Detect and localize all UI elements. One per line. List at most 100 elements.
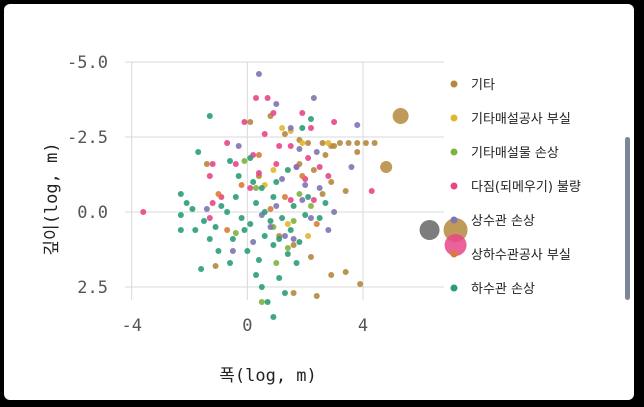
data-point [310, 95, 317, 101]
data-point [270, 314, 277, 320]
data-point [316, 215, 323, 221]
legend-item[interactable]: 상하수관공사 부실 [471, 248, 571, 263]
data-point [224, 227, 231, 233]
data-point [290, 203, 297, 209]
data-point [313, 149, 320, 155]
data-point [313, 293, 320, 299]
data-point [270, 110, 277, 116]
x-axis-label: 폭(log, m) [219, 366, 317, 386]
series-5 [215, 152, 320, 233]
data-point [299, 125, 306, 131]
data-point [247, 155, 254, 161]
data-point [203, 161, 210, 167]
data-point [305, 140, 312, 146]
data-point [270, 167, 277, 173]
data-point [287, 227, 294, 233]
data-point [319, 191, 326, 197]
data-point [287, 197, 294, 203]
data-point [281, 233, 288, 239]
data-point [299, 110, 306, 116]
data-point [212, 263, 219, 269]
data-point [177, 191, 184, 197]
legend-marker [450, 250, 458, 258]
scatter-chart: -4 0 4-5.0-2.50.02.5 폭(log, m) 깊이(log, m) … [42, 53, 581, 386]
data-point [284, 245, 291, 251]
data-point [209, 161, 216, 167]
data-point [273, 161, 280, 167]
data-point [342, 269, 349, 275]
legend-item[interactable]: 상수관 손상 [471, 214, 535, 229]
data-point [212, 224, 219, 230]
data-point [307, 203, 314, 209]
data-point [284, 167, 291, 173]
data-point [253, 272, 260, 278]
data-point [276, 236, 283, 242]
data-point [371, 140, 378, 146]
data-point [279, 125, 286, 131]
data-point [270, 242, 277, 248]
data-point [241, 119, 248, 125]
data-point [293, 164, 300, 170]
data-point [235, 173, 242, 179]
legend-item[interactable]: 다짐(되메우기) 불량 [471, 180, 581, 195]
data-point [299, 197, 306, 203]
legend-item[interactable]: 기타매설공사 부실 [471, 112, 571, 127]
data-point [316, 185, 323, 191]
data-point [357, 281, 364, 287]
data-point [307, 125, 314, 131]
data-point [229, 236, 236, 242]
data-point [209, 200, 216, 206]
data-point [345, 140, 352, 146]
data-point [354, 149, 361, 155]
legend-marker [450, 114, 458, 122]
data-point [328, 179, 335, 185]
data-point [247, 221, 254, 227]
data-point [241, 227, 248, 233]
tick-labels: -4 0 4 -5.0 -2.5 0.0 2.5 [67, 53, 368, 336]
series-4 [203, 71, 361, 254]
data-point [270, 194, 277, 200]
legend-marker [450, 182, 458, 190]
data-point [281, 290, 288, 296]
data-point [284, 251, 291, 257]
data-point [290, 290, 297, 296]
data-point [299, 173, 306, 179]
gridlines [125, 61, 444, 300]
data-point [354, 122, 361, 128]
series-2 [232, 158, 314, 305]
y-tick-label: -5.0 [67, 53, 108, 73]
data-point [331, 143, 338, 149]
x-tick-label: -4 [121, 316, 141, 336]
legend-scrollbar[interactable] [625, 137, 630, 300]
legend-item[interactable]: 기타 [471, 78, 495, 93]
data-point [331, 119, 338, 125]
data-point [279, 176, 286, 182]
data-point [319, 140, 326, 146]
data-point [284, 221, 291, 227]
data-point [255, 257, 262, 263]
data-point [362, 140, 369, 146]
series-6 [177, 113, 329, 320]
data-point [258, 299, 265, 305]
legend-item[interactable]: 기타매설물 손상 [471, 146, 559, 161]
data-point [273, 203, 280, 209]
data-point [189, 206, 196, 212]
data-point [328, 272, 335, 278]
data-point [354, 140, 361, 146]
data-point [281, 131, 288, 137]
data-point [290, 218, 297, 224]
legend-marker [450, 216, 458, 224]
data-point [218, 203, 225, 209]
data-point [325, 227, 332, 233]
data-point [279, 215, 286, 221]
data-point [293, 260, 300, 266]
data-point [229, 248, 236, 254]
chart-frame: -4 0 4 -5.0 -2.5 0.0 2.5 폭(log, m) 깊이(log, m) … [4, 4, 634, 400]
data-point [203, 206, 210, 212]
data-point [206, 215, 213, 221]
data-point [336, 140, 343, 146]
data-point [250, 239, 257, 245]
legend-item[interactable]: 하수관 손상 [471, 282, 535, 297]
data-point [290, 236, 297, 242]
